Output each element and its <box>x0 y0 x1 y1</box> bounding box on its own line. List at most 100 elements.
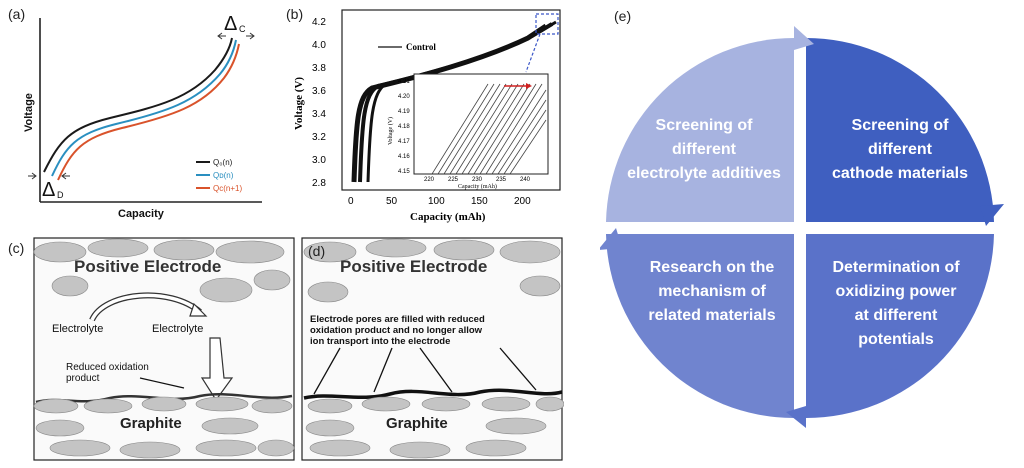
cycling-curves <box>351 20 557 183</box>
legend-q0: Q₀(n) <box>213 158 233 167</box>
reduced-product-label-2: product <box>66 373 100 384</box>
zoom-connector <box>525 33 541 73</box>
panel-b-label: (b) <box>286 6 304 22</box>
ytick-4.0: 4.0 <box>312 40 326 51</box>
svg-text:4.17: 4.17 <box>398 139 410 145</box>
xtick-100: 100 <box>428 196 445 207</box>
arrow-tip-right <box>980 204 1004 226</box>
panel-d: (d) Positive Electrode Electrode pores a… <box>300 236 564 468</box>
research-cycle-diagram: Screening of different electrolyte addit… <box>600 26 1004 428</box>
x-axis-label: Capacity (mAh) <box>410 211 486 223</box>
svg-text:4.18: 4.18 <box>398 124 410 130</box>
electrode-diagram-d: (d) Positive Electrode Electrode pores a… <box>301 237 564 461</box>
pores-note-line1: Electrode pores are filled with reduced <box>310 314 485 325</box>
tr-line-3: cathode materials <box>832 165 968 182</box>
xtick-200: 200 <box>514 196 531 207</box>
delta-c-arrows <box>217 32 255 40</box>
zoom-region <box>535 13 559 35</box>
ytick-3.4: 3.4 <box>312 109 326 120</box>
legend-control: Control <box>406 42 436 52</box>
xtick-150: 150 <box>471 196 488 207</box>
tl-line-2: different <box>672 141 737 158</box>
ytick-2.8: 2.8 <box>312 178 326 189</box>
svg-text:4.15: 4.15 <box>398 169 410 175</box>
br-line-1: Determination of <box>832 259 960 276</box>
inset-xlabel: Capacity (mAh) <box>458 183 497 190</box>
electrode-diagram-c: Positive Electrode Electrolyte Electroly… <box>33 237 295 461</box>
panel-e-label: (e) <box>614 8 632 24</box>
y-axis-label: Voltage <box>23 93 35 132</box>
panel-d-label: (d) <box>308 243 325 259</box>
svg-text:4.16: 4.16 <box>398 154 410 160</box>
tr-line-1: Screening of <box>852 117 950 134</box>
inset-ylabel: Voltage (V) <box>387 117 394 145</box>
plot-frame <box>341 9 561 191</box>
delta-d-subscript: D <box>57 190 64 200</box>
svg-text:4.20: 4.20 <box>398 94 410 100</box>
y-ticks: 2.8 3.0 3.2 3.4 3.6 3.8 4.0 4.2 <box>312 17 326 189</box>
br-line-2: oxidizing power <box>836 283 957 300</box>
positive-electrode-label: Positive Electrode <box>74 257 221 276</box>
voltage-capacity-plot: 2.8 3.0 3.2 3.4 3.6 3.8 4.0 4.2 0 50 100… <box>293 9 561 223</box>
y-axis-label: Voltage (V) <box>293 77 305 130</box>
voltage-capacity-schematic: Δ C Δ D Voltage Capacity Q₀(n) Qᴅ(n) Qᴄ(… <box>23 13 262 220</box>
bl-line-1: Research on the <box>650 259 775 276</box>
pointer-arrows <box>313 347 537 395</box>
curve-qd <box>51 39 237 177</box>
graphite-label: Graphite <box>120 415 182 432</box>
svg-text:240: 240 <box>520 177 531 183</box>
arrow-tip-top <box>794 26 814 50</box>
x-axis-label: Capacity <box>118 208 165 220</box>
delta-d-arrows <box>28 172 70 180</box>
ytick-3.0: 3.0 <box>312 155 326 166</box>
pores-note-line3: ion transport into the electrode <box>310 336 450 347</box>
electrolyte-right-label: Electrolyte <box>152 323 203 335</box>
xtick-0: 0 <box>348 196 354 207</box>
legend-qc: Qᴄ(n+1) <box>213 184 242 193</box>
svg-text:4.21: 4.21 <box>398 79 410 85</box>
bl-line-2: mechanism of <box>658 283 766 300</box>
panel-b: (b) 2.8 3.0 3.2 3.4 3.6 3.8 4.0 4.2 0 50… <box>282 0 564 232</box>
br-line-4: potentials <box>858 331 934 348</box>
tl-line-3: electrolyte additives <box>627 165 781 182</box>
electrolyte-left-label: Electrolyte <box>52 323 103 335</box>
legend-qd: Qᴅ(n) <box>213 171 234 180</box>
tl-line-1: Screening of <box>656 117 754 134</box>
x-ticks: 0 50 100 150 200 <box>348 196 531 207</box>
svg-text:225: 225 <box>448 177 459 183</box>
panel-c: (c) Positive Electrode Electrolyte Elect… <box>0 236 296 468</box>
inset-plot: 4.15 4.16 4.17 4.18 4.19 4.20 4.21 220 2… <box>387 73 549 190</box>
bl-line-3: related materials <box>648 307 775 324</box>
pores-note-line2: oxidation product and no longer allow <box>310 325 483 336</box>
delta-c-subscript: C <box>239 24 246 34</box>
graphite-label-d: Graphite <box>386 415 448 432</box>
arrow-tip-bottom <box>786 406 806 428</box>
svg-text:230: 230 <box>472 177 483 183</box>
panel-a: (a) Δ C Δ D Voltage Capacity Q₀(n) Qᴅ(n) <box>0 0 280 230</box>
ytick-3.8: 3.8 <box>312 63 326 74</box>
ytick-3.6: 3.6 <box>312 86 326 97</box>
reduced-product-label-1: Reduced oxidation <box>66 362 149 373</box>
panel-c-label: (c) <box>8 240 25 256</box>
legend: Q₀(n) Qᴅ(n) Qᴄ(n+1) <box>196 158 242 193</box>
panel-e: (e) Screening of different electrolyte a… <box>600 0 1024 468</box>
svg-text:4.19: 4.19 <box>398 109 410 115</box>
quadrant-top-left <box>606 37 794 222</box>
svg-text:220: 220 <box>424 177 435 183</box>
svg-text:235: 235 <box>496 177 507 183</box>
quadrant-bottom-right <box>806 234 994 419</box>
delta-d-symbol: Δ <box>42 179 55 201</box>
curve-qc <box>57 43 240 181</box>
tr-line-2: different <box>868 141 933 158</box>
curve-q0 <box>43 37 233 173</box>
delta-c-symbol: Δ <box>224 13 237 35</box>
br-line-3: at different <box>855 307 938 324</box>
xtick-50: 50 <box>386 196 398 207</box>
positive-electrode-label-d: Positive Electrode <box>340 257 487 276</box>
ytick-4.2: 4.2 <box>312 17 326 28</box>
ytick-3.2: 3.2 <box>312 132 326 143</box>
quadrant-bottom-left <box>606 234 794 419</box>
panel-a-label: (a) <box>8 6 26 22</box>
quadrant-top-right <box>806 37 994 222</box>
arrow-tip-left <box>600 228 622 250</box>
